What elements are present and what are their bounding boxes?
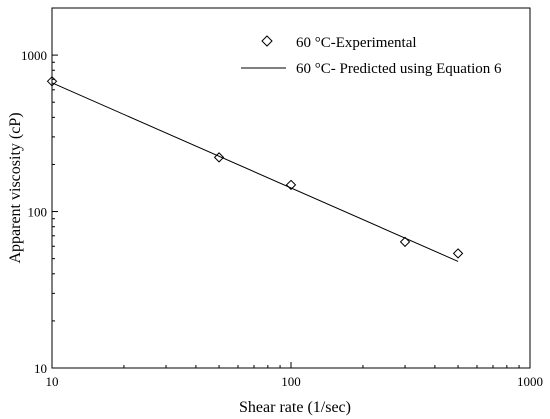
legend-label-predicted: 60 °C- Predicted using Equation 6	[296, 61, 502, 77]
legend-label-experimental: 60 °C-Experimental	[296, 35, 417, 51]
x-tick-label: 10	[46, 374, 59, 389]
experimental-point	[213, 152, 225, 163]
series-layer	[46, 76, 464, 262]
legend-diamond-marker	[261, 35, 273, 47]
predicted-line	[51, 82, 459, 262]
experimental-point	[399, 236, 411, 248]
x-axis-tick-labels: 10 100 1000	[46, 374, 544, 389]
y-axis-label: Apparent viscosity (cP)	[7, 112, 24, 263]
x-axis-label: Shear rate (1/sec)	[239, 399, 351, 416]
legend: 60 °C-Experimental 60 °C- Predicted usin…	[241, 35, 502, 77]
x-tick-label: 1000	[517, 374, 543, 389]
experimental-point	[46, 76, 58, 87]
y-axis-tick-labels: 10 100 1000	[21, 48, 47, 376]
y-tick-label: 100	[28, 205, 48, 220]
legend-item-experimental: 60 °C-Experimental	[261, 35, 417, 51]
experimental-point	[452, 248, 464, 259]
legend-item-predicted: 60 °C- Predicted using Equation 6	[241, 61, 502, 77]
y-tick-label: 10	[34, 361, 47, 376]
x-tick-label: 100	[281, 374, 301, 389]
y-tick-label: 1000	[21, 48, 47, 63]
y-axis-ticks	[52, 7, 58, 369]
experimental-point	[285, 179, 297, 191]
x-axis-ticks	[51, 362, 531, 368]
